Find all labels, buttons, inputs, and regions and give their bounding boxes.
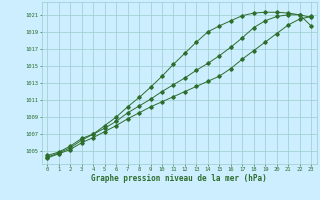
X-axis label: Graphe pression niveau de la mer (hPa): Graphe pression niveau de la mer (hPa) (91, 174, 267, 183)
